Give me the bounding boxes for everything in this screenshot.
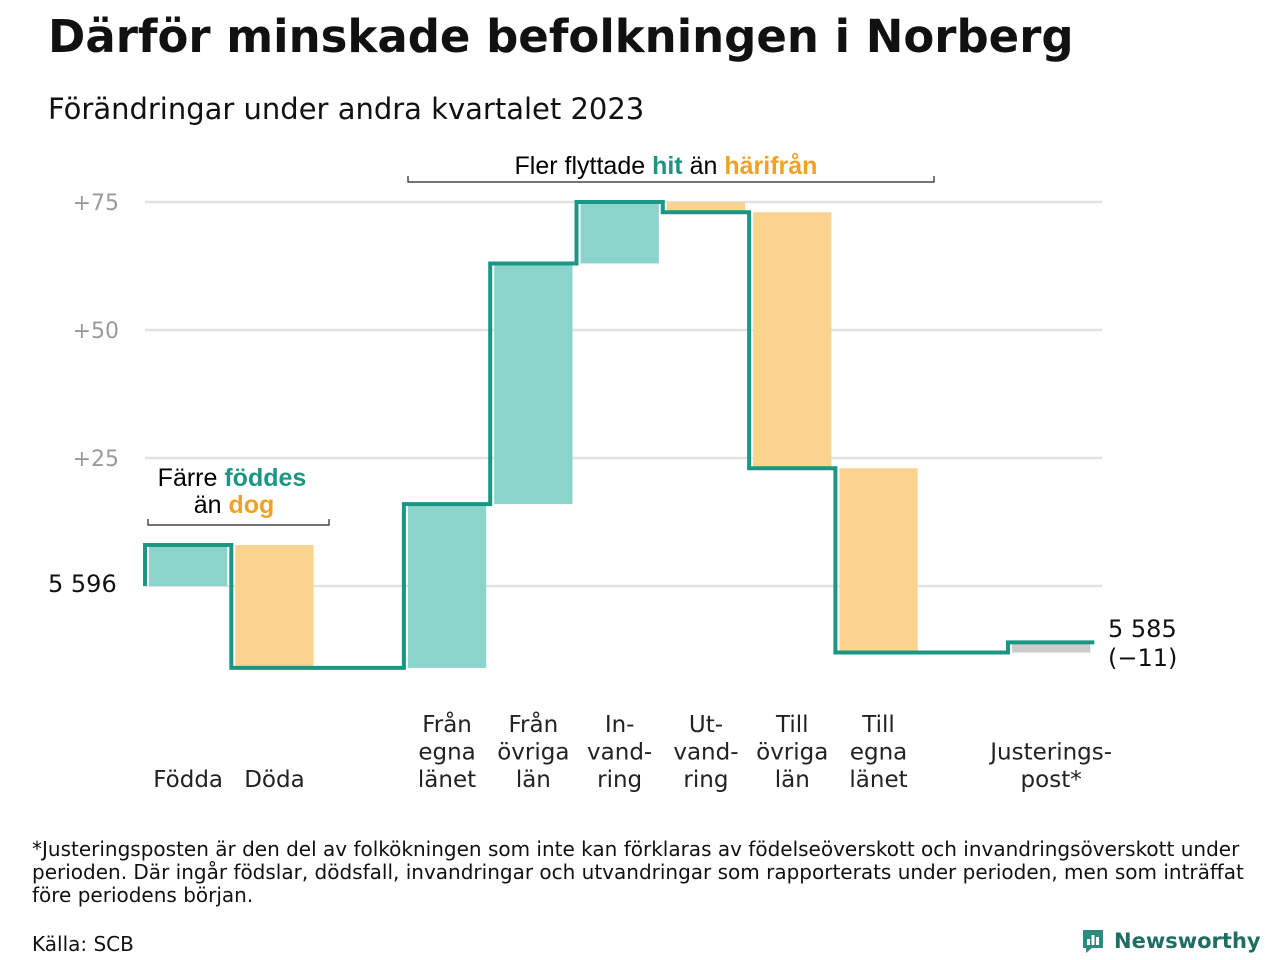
x-tick-label: länet [418,767,476,793]
x-tick-label: egna [418,740,475,766]
y-tick-labels: +25 +50 +75 [73,191,119,472]
waterfall-bar [753,212,832,469]
waterfall-bar [407,504,487,668]
source-label: Källa: SCB [32,932,134,956]
waterfall-chart: +25+50+75 Födda DödaFrånegnalänetFrånövri… [48,152,1177,793]
x-tick-label: övriga [497,740,569,766]
bars [149,202,1091,668]
x-tick-label: länet [849,767,907,793]
x-tick-label: Från [509,710,559,738]
x-tick-label: Döda [244,767,304,793]
waterfall-bar [580,202,659,264]
svg-text:Färre föddes: Färre föddes [158,464,307,492]
x-tick-label: vand- [587,740,652,766]
x-tick-label: övriga [756,740,828,766]
x-tick-label: Justerings- [988,740,1112,766]
y-tick-label: +75 [73,191,119,216]
svg-text:än dog: än dog [194,491,275,519]
end-value-label: 5 585 [1108,615,1177,643]
x-tick-label: Till [775,712,809,738]
waterfall-bar [494,263,573,505]
brand-name: Newsworthy [1114,929,1261,953]
x-tick-label: vand- [673,740,738,766]
x-tick-label: post* [1021,767,1082,793]
waterfall-bar [666,202,746,213]
waterfall-bar [1012,642,1091,653]
moves-bracket [407,176,935,183]
footnote: *Justeringsposten är den del av folkökni… [32,837,1244,907]
page-subtitle: Förändringar under andra kvartalet 2023 [48,92,645,126]
waterfall-bar [149,545,228,586]
x-tick-label: ring [597,767,642,793]
brand-logo: Newsworthy [1080,928,1261,954]
moves-annotation: Fler flyttade hit än härifrån [407,152,935,183]
x-tick-label: Till [861,712,895,738]
births-annotation: Färre föddes än dog [147,464,330,526]
svg-text:Fler flyttade hit: Fler flyttade hit än härifrån [515,152,818,180]
x-tick-label: Födda [153,767,223,793]
births-bracket [147,519,330,526]
moves-annotation-orange: härifrån [724,152,817,180]
y-tick-label: +25 [73,447,119,472]
running-total-line [143,200,1095,670]
x-tick-label: län [516,767,551,793]
start-value-label: 5 596 [48,570,117,598]
newsworthy-logo-icon [1083,930,1103,953]
x-tick-label: egna [850,740,907,766]
y-tick-label: +50 [73,319,119,344]
x-tick-labels: Födda DödaFrånegnalänetFrånövrigalänIn-va… [153,710,1112,793]
births-annotation-text: Färre [158,464,218,492]
moves-annotation-teal: hit [652,152,683,180]
waterfall-bar [235,545,314,668]
end-change-label: (−11) [1108,644,1177,672]
births-annotation-orange: dog [228,491,274,519]
births-annotation-teal: föddes [224,464,306,492]
x-tick-label: Från [422,710,472,738]
x-tick-label: In- [605,712,635,738]
waterfall-bar [839,468,918,653]
x-tick-label: Ut- [689,712,723,738]
page-title: Därför minskade befolkningen i Norberg [48,10,1074,63]
x-tick-label: län [775,767,810,793]
moves-annotation-prefix: Fler flyttade [515,152,646,180]
moves-annotation-middle: än [690,152,718,180]
x-tick-label: ring [683,767,728,793]
births-annotation-prefix: än [194,491,222,519]
